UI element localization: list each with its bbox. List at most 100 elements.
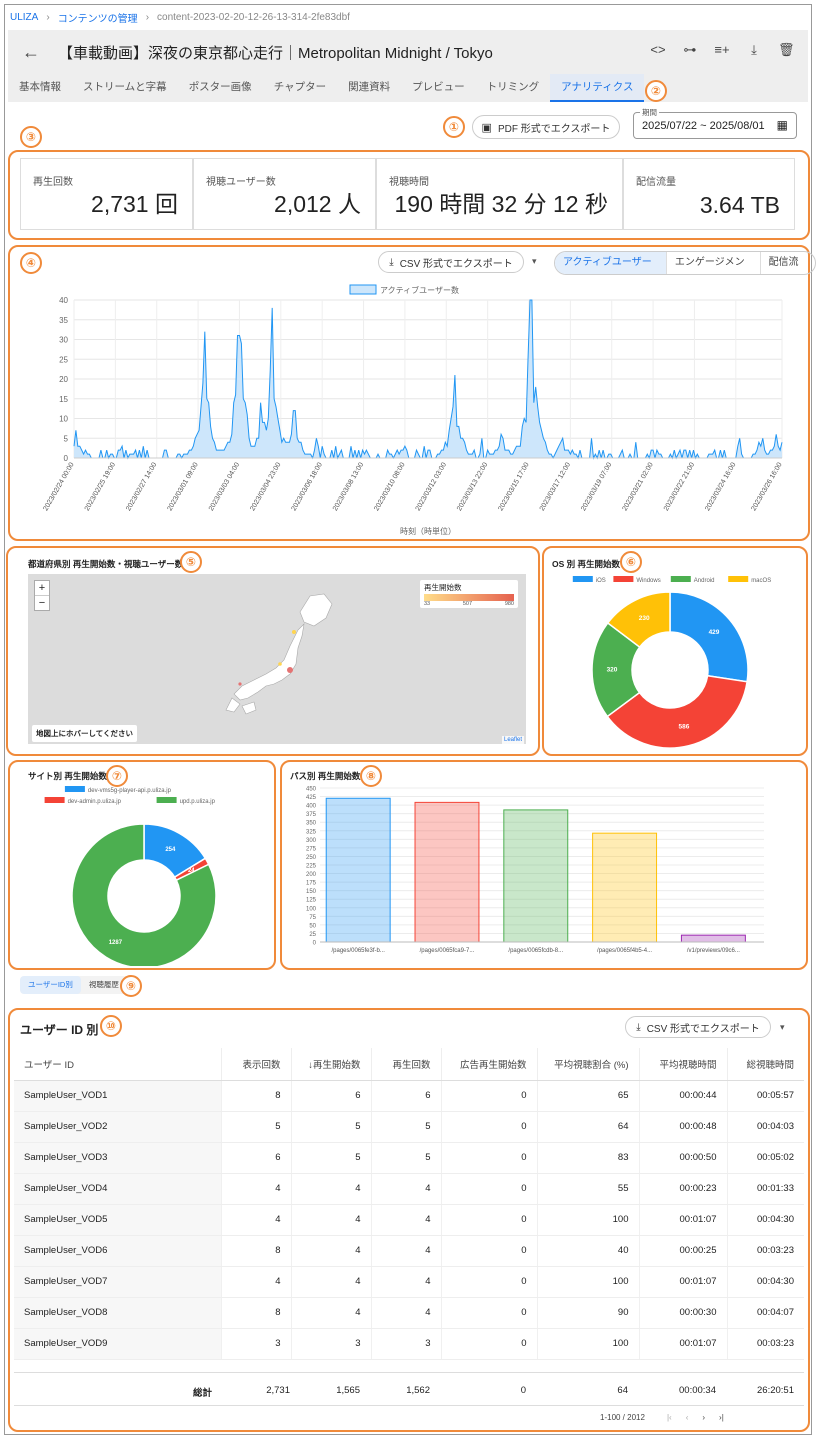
table-row[interactable]: SampleUser_VOD5 4 4 4 0 100 00:01:07 00:04:30 [14,1204,804,1236]
delete-icon[interactable]: 🗑 [778,42,795,57]
prev-page-icon[interactable]: ‹ [685,1412,689,1422]
col-plays[interactable]: 再生回数 [370,1048,441,1081]
download-icon[interactable]: ⤓ [751,42,757,57]
table-cell: 6 [370,1080,441,1112]
table-cell: 4 [290,1297,371,1329]
table-row[interactable]: SampleUser_VOD9 3 3 3 0 100 00:01:07 00:03:23 [14,1328,804,1360]
tab-trimming[interactable]: トリミング [486,81,540,93]
slice-label: 254 [165,847,176,853]
table-cell: 00:04:30 [726,1204,804,1236]
y-tick-label: 250 [306,855,317,861]
os-chart-title: OS 別 再生開始数 [552,559,621,569]
table-cell: 4 [370,1266,441,1298]
map-attribution[interactable]: Leaflet [501,736,524,744]
tab-chapters[interactable]: チャプター [273,81,327,93]
table-clip [10,1360,808,1372]
tab-preview[interactable]: プレビュー [412,81,465,93]
user-export-menu-chevron-icon[interactable]: ▾ [780,1022,785,1032]
legend-swatch [156,797,177,803]
metric-engagement[interactable]: エンゲージメント [665,252,760,274]
export-menu-chevron-icon[interactable]: ▾ [532,256,537,266]
export-csv-button[interactable]: ⤓ CSV 形式でエクスポート [378,251,524,273]
metric-traffic[interactable]: 配信流量 [759,252,815,274]
export-pdf-button[interactable]: ▣ PDF 形式でエクスポート [472,115,620,139]
metric-active-users[interactable]: アクティブユーザー数 [555,252,666,274]
col-impressions[interactable]: 表示回数 [220,1048,291,1081]
user-table-title: ユーザー ID 別 [20,1023,99,1037]
active-users-chart: アクティブユーザー数 0 5 10 15 20 25 30 35 40 2023/02/24 00:… [42,284,784,536]
col-play-starts[interactable]: ↓再生開始数 [290,1048,371,1081]
table-row[interactable]: SampleUser_VOD8 8 4 4 0 90 00:00:30 00:04:07 [14,1297,804,1329]
y-tick-label: 275 [306,846,317,852]
marker-3: ③ [20,126,42,148]
tab-view-history[interactable]: 視聴履歴 [88,980,119,989]
col-user-id[interactable]: ユーザー ID [14,1048,221,1081]
y-tick-label: 30 [59,336,68,345]
section-prefecture [6,546,540,756]
table-row[interactable]: SampleUser_VOD4 4 4 4 0 55 00:00:23 00:01:33 [14,1173,804,1205]
col-avg-ratio[interactable]: 平均視聴割合 (%) [536,1048,639,1081]
zoom-in-button[interactable]: + [35,581,49,596]
map-hover-hint: 地図上にホバーしてください [32,725,138,742]
table-cell: 00:05:02 [726,1142,804,1174]
legend-swatch [349,284,377,295]
breadcrumb-section[interactable]: コンテンツの管理 [57,14,138,25]
x-tick-label: 2023/03/03 04:00 [208,461,241,512]
chart-legend: dev-vms5g-player-api.p.uliza.jp dev-admin… [44,786,216,805]
user-export-csv-button[interactable]: ⤓ CSV 形式でエクスポート [625,1016,771,1038]
table-cell: 100 [536,1328,639,1360]
next-page-icon[interactable]: › [702,1412,706,1422]
tab-related-docs[interactable]: 関連資料 [348,81,391,93]
japan-map-shape [225,593,333,715]
last-page-icon[interactable]: ›| [719,1412,724,1422]
col-ad-starts[interactable]: 広告再生開始数 [440,1048,537,1081]
table-cell: 3 [370,1328,441,1360]
kpi-label: 再生回数 [33,177,73,188]
link-icon[interactable]: ⊶ [683,42,697,57]
table-cell: 0 [440,1142,537,1174]
back-arrow-icon[interactable]: ← [22,42,40,62]
y-tick-label: 15 [59,395,68,404]
y-tick-label: 400 [306,804,317,810]
x-tick-label: /pages/0065fe3f-b... [331,948,385,954]
total-play-starts: 1,565 [336,1385,360,1396]
table-row[interactable]: SampleUser_VOD1 8 6 6 0 65 00:00:44 00:05:57 [14,1080,804,1112]
table-cell: 4 [370,1235,441,1267]
slice-label: 586 [679,723,690,730]
y-tick-label: 350 [306,821,317,827]
table-cell: 00:04:03 [726,1111,804,1143]
col-avg-time[interactable]: 平均視聴時間 [638,1048,727,1081]
table-row[interactable]: SampleUser_VOD3 6 5 5 0 83 00:00:50 00:05:02 [14,1142,804,1174]
first-page-icon[interactable]: |‹ [666,1412,672,1422]
add-to-playlist-icon[interactable]: ≡+ [714,42,730,57]
breadcrumb-root[interactable]: ULIZA [10,12,39,23]
table-row[interactable]: SampleUser_VOD7 4 4 4 0 100 00:01:07 00:04:30 [14,1266,804,1298]
table-cell: 4 [290,1235,371,1267]
total-plays: 1,562 [406,1385,430,1396]
table-cell: 4 [370,1297,441,1329]
kpi-value: 3.64 TB [699,192,780,218]
breadcrumb-current: content-2023-02-20-12-26-13-314-2fe83dbf [157,12,350,23]
period-field[interactable]: 期間 2025/07/22 ~ 2025/08/01 ▦ [633,107,797,139]
col-total-time[interactable]: 総視聴時間 [726,1048,804,1081]
table-cell: SampleUser_VOD2 [14,1111,221,1143]
y-tick-label: 225 [306,864,317,870]
chart-legend: iOS Windows Android macOS [572,576,771,584]
tab-by-user-id[interactable]: ユーザーID別 [20,976,81,994]
calendar-icon[interactable]: ▦ [776,118,788,132]
y-tick-label: 300 [306,838,317,844]
table-row[interactable]: SampleUser_VOD2 5 5 5 0 64 00:00:48 00:04:03 [14,1111,804,1143]
export-csv-label: CSV 形式でエクスポート [646,1023,760,1035]
export-pdf-label: PDF 形式でエクスポート [497,123,611,135]
metric-toggle: アクティブユーザー数 エンゲージメント 配信流量 [554,251,816,275]
tab-streams-subtitles[interactable]: ストリームと字幕 [83,81,167,93]
embed-code-icon[interactable]: <> [650,42,666,57]
japan-map[interactable]: + − 再生開始数 33 507 980 地図上にホバーしてください Leafl… [28,574,526,744]
tab-basic-info[interactable]: 基本情報 [19,81,61,93]
tab-poster-image[interactable]: ポスター画像 [188,81,252,93]
tab-analytics[interactable]: アナリティクス [550,74,645,102]
zoom-out-button[interactable]: − [38,597,46,609]
table-row[interactable]: SampleUser_VOD6 8 4 4 0 40 00:00:25 00:03:23 [14,1235,804,1267]
y-tick-label: 75 [309,915,316,921]
kpi-label: 視聴時間 [389,177,429,188]
